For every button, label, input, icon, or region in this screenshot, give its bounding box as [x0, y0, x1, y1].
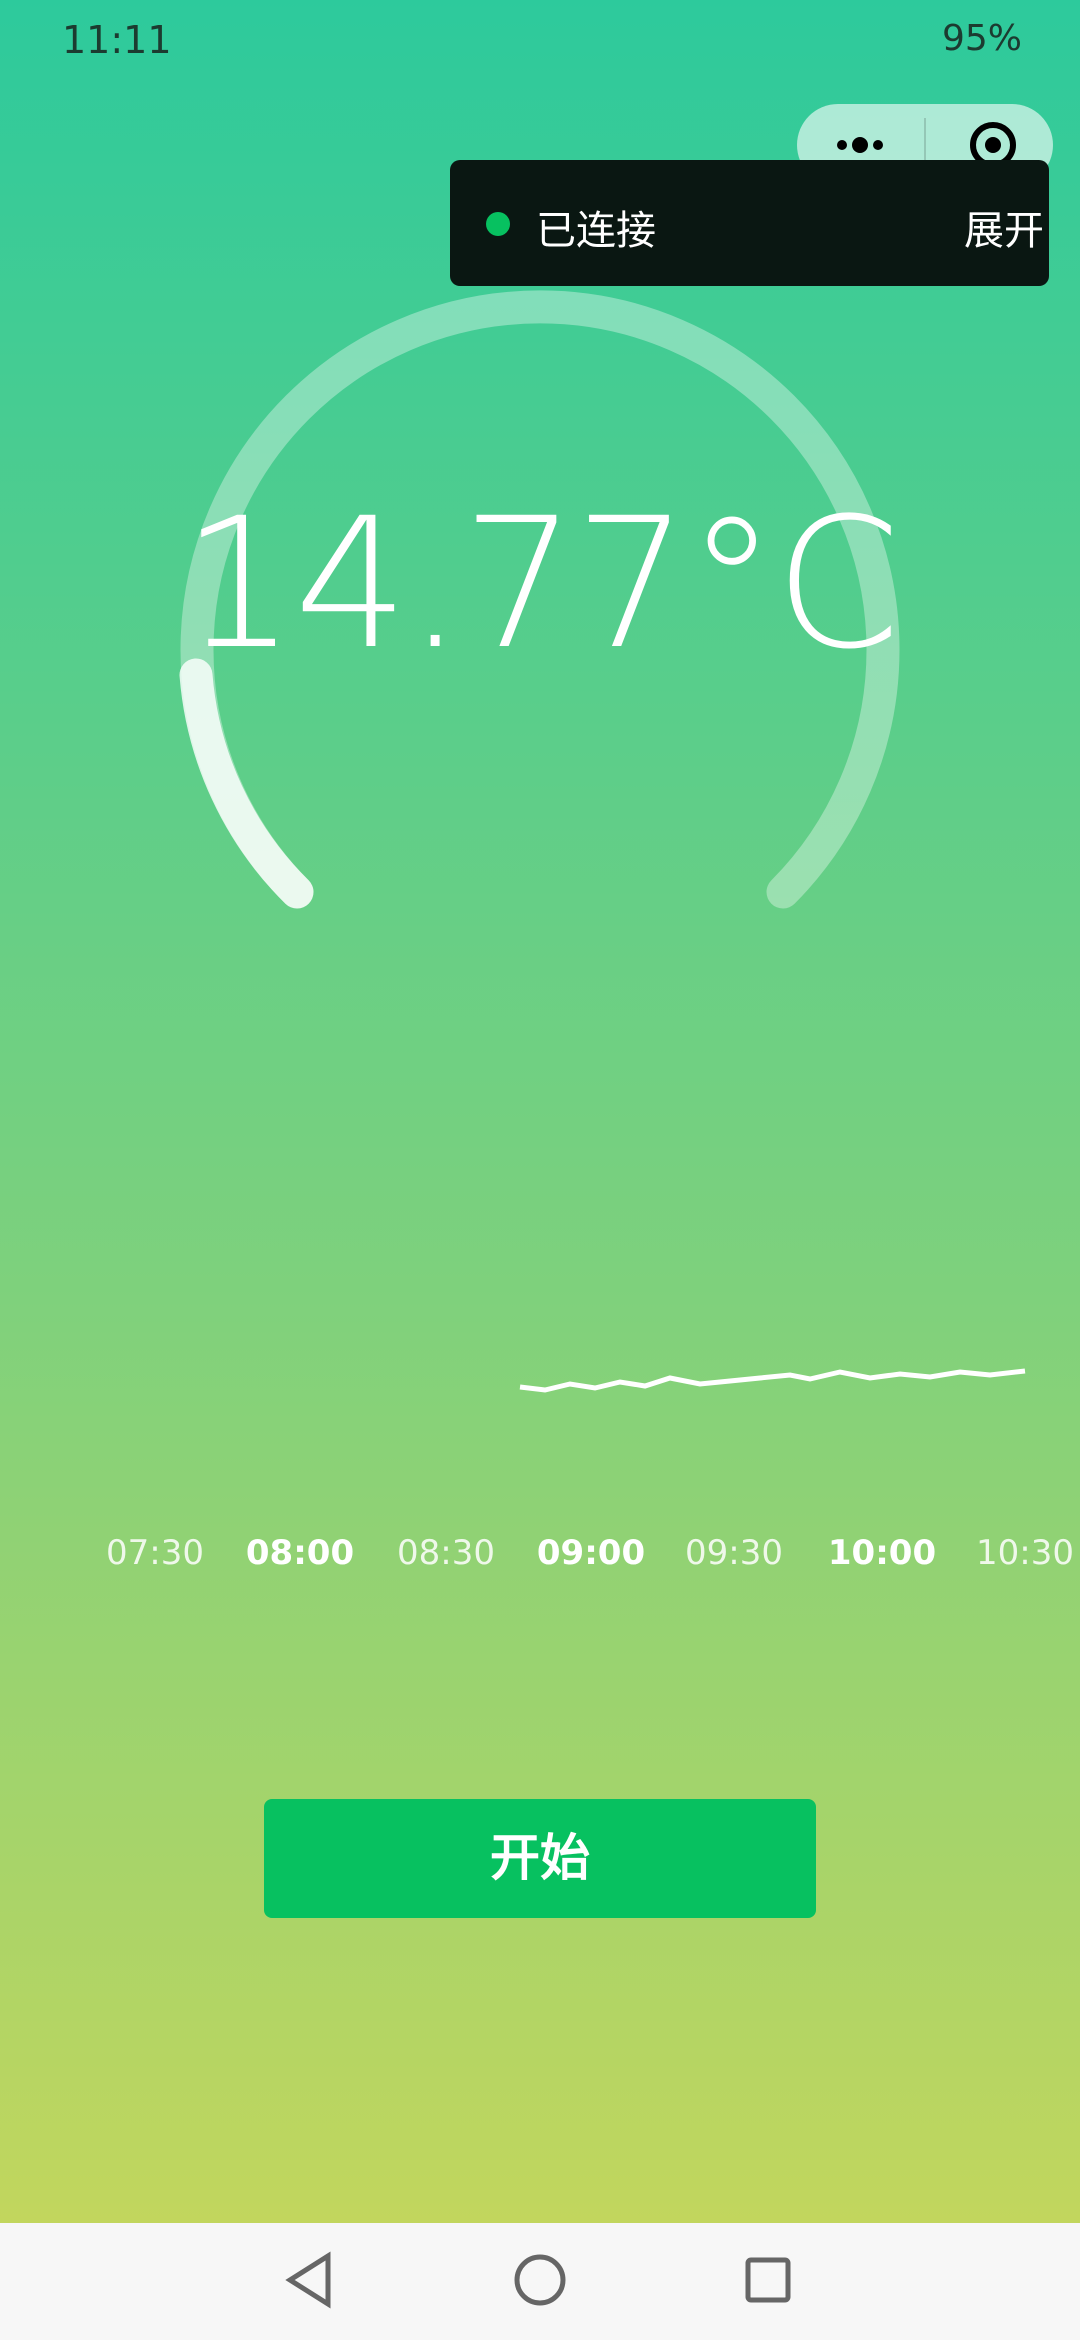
status-time: 11:11	[62, 18, 172, 62]
temperature-reading: 14.77°C	[181, 480, 901, 689]
time-label: 07:30	[106, 1533, 204, 1573]
time-label: 08:30	[397, 1533, 495, 1573]
time-label: 09:30	[685, 1533, 783, 1573]
time-label: 09:00	[536, 1533, 646, 1573]
connection-status: 已连接	[536, 208, 656, 254]
connection-toast	[450, 160, 1049, 286]
start-button[interactable]: 开始	[264, 1799, 816, 1918]
capsule-icons	[837, 118, 1016, 172]
nav-bar	[0, 2223, 1080, 2340]
status-dot	[486, 212, 510, 236]
expand-button[interactable]: 展开	[964, 208, 1044, 254]
gauge-fill	[179, 658, 314, 909]
time-label: 10:30	[976, 1533, 1074, 1573]
battery-level: 95%	[941, 18, 1022, 59]
nav-icons[interactable]	[285, 2251, 791, 2309]
time-label: 08:00	[245, 1533, 355, 1573]
time-label: 10:00	[827, 1533, 937, 1573]
temperature-trend	[519, 1368, 1026, 1393]
